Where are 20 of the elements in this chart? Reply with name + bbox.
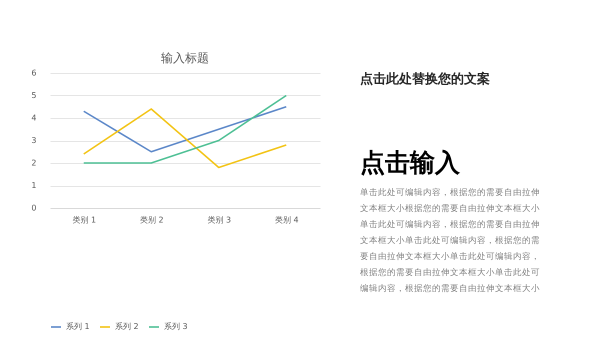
y-tick-label: 1 <box>31 181 36 190</box>
line-series <box>82 106 288 153</box>
y-tick-label: 4 <box>31 114 36 122</box>
legend-label: 系列 3 <box>164 322 188 331</box>
legend-label: 系列 1 <box>66 322 90 331</box>
y-tick-label: 6 <box>31 68 36 78</box>
x-tick-label: 类别 2 <box>140 216 164 224</box>
y-tick-label: 2 <box>31 158 36 168</box>
y-tick-label: 0 <box>31 204 36 212</box>
text: 单击此处可编辑内容，根据您的需要自由拉伸文本框大小根据您的需要自由拉伸文本框大小单击此处可编辑内容，根据您的需要自由拉伸文本框大小单击此处可编辑内容，根据您的需要自由拉伸文本框大小单击此处可编辑内容，根据您的需要自由拉伸文本框大小单击此处可编辑内容，根据您的需要自由拉伸文本框大小 <box>360 187 540 294</box>
x-tick-label: 类别 3 <box>207 216 232 224</box>
x-tick-label: 类别 4 <box>274 216 299 224</box>
y-tick-label: 3 <box>31 136 36 145</box>
y-tick-label: 5 <box>31 91 36 100</box>
text: 点击此处替换您的文案 <box>360 71 490 87</box>
line-series <box>82 108 288 168</box>
legend-label: 系列 2 <box>115 322 139 331</box>
x-tick-label: 类别 1 <box>72 216 96 224</box>
text: 点击输入 <box>360 148 461 177</box>
chart-title: 输入标题 <box>161 51 209 65</box>
